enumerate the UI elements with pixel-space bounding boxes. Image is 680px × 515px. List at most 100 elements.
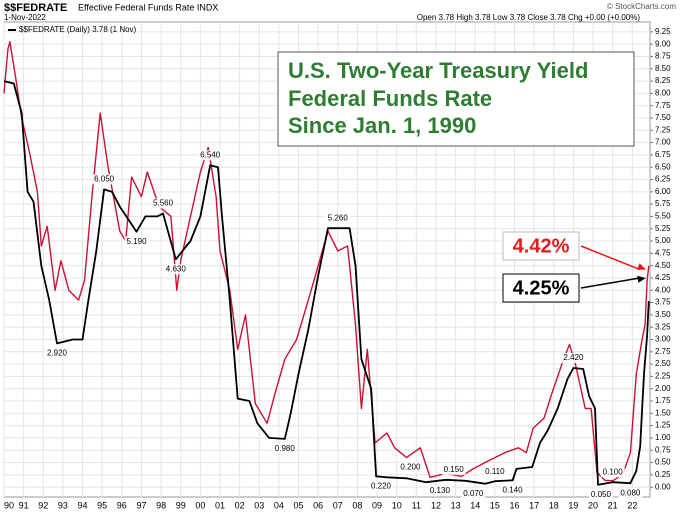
annotation-box — [151, 198, 176, 209]
x-tick-label: 08 — [352, 500, 362, 510]
annotation: 0.150 — [444, 465, 465, 474]
annotation: 0.070 — [463, 489, 484, 498]
annotation-box — [368, 481, 393, 492]
x-tick-label: 99 — [176, 500, 186, 510]
annotation: 2.920 — [47, 349, 68, 358]
date: 1-Nov-2022 — [4, 13, 46, 22]
y-tick-label: 5.50 — [655, 212, 671, 221]
y-tick-label: 6.75 — [655, 150, 671, 159]
y-tick-label: 5.00 — [655, 236, 671, 245]
x-tick-label: 04 — [274, 500, 284, 510]
annotation-box — [441, 464, 466, 475]
x-tick-label: 20 — [588, 500, 598, 510]
credit: © StockCharts.com — [607, 2, 676, 11]
annotation: 0.140 — [503, 485, 524, 494]
callout: 4.25% — [513, 277, 570, 299]
y-tick-label: 6.50 — [655, 162, 671, 171]
x-tick-label: 94 — [78, 500, 88, 510]
x-tick-label: 13 — [451, 500, 461, 510]
annotation: 4.630 — [166, 264, 187, 273]
annotation-box — [618, 488, 643, 499]
y-tick-label: 4.25 — [655, 273, 671, 282]
y-tick-label: 9.25 — [655, 27, 671, 36]
callout-box — [502, 273, 580, 303]
x-tick-label: 18 — [549, 500, 559, 510]
annotation: 0.200 — [400, 462, 421, 471]
annotation: 5.260 — [328, 213, 349, 222]
arrow-head — [637, 263, 646, 270]
y-tick-label: 1.50 — [655, 408, 671, 417]
x-tick-label: 17 — [529, 500, 539, 510]
y-tick-label: 9.00 — [655, 39, 671, 48]
annotation-box — [163, 264, 188, 275]
annotation-box — [45, 348, 70, 359]
y-tick-label: 4.00 — [655, 285, 671, 294]
x-tick-label: 16 — [510, 500, 520, 510]
y-tick-label: 1.75 — [655, 396, 671, 405]
y-tick-label: 3.00 — [655, 335, 671, 344]
annotation: 0.050 — [591, 490, 612, 499]
x-tick-label: 01 — [215, 500, 225, 510]
annotation-box — [561, 353, 586, 364]
title-box — [277, 51, 635, 147]
x-tick-label: 95 — [97, 500, 107, 510]
y-tick-label: 2.50 — [655, 359, 671, 368]
annotation-box — [398, 462, 423, 473]
annotation-box — [600, 467, 625, 478]
callout-arrow — [580, 277, 641, 289]
arrow-head — [637, 275, 646, 283]
y-tick-label: 7.00 — [655, 138, 671, 147]
annotation: 5.190 — [127, 237, 148, 246]
y-tick-label: 2.25 — [655, 372, 671, 381]
x-tick-label: 96 — [117, 500, 127, 510]
y-tick-label: 3.75 — [655, 298, 671, 307]
annotation-box — [427, 485, 452, 496]
annotation: 0.100 — [603, 467, 624, 476]
title-line: Since Jan. 1, 1990 — [288, 113, 476, 138]
y-tick-label: 0.75 — [655, 445, 671, 454]
y-tick-label: 3.50 — [655, 310, 671, 319]
x-tick-label: 21 — [608, 500, 618, 510]
y-tick-label: 2.75 — [655, 347, 671, 356]
x-tick-label: 91 — [19, 500, 29, 510]
symbol: $$FEDRATE — [4, 2, 67, 14]
annotation-box — [198, 150, 223, 161]
series-name: Effective Federal Funds Rate INDX — [78, 2, 218, 12]
annotation: 0.130 — [430, 486, 451, 495]
annotation: 5.560 — [153, 199, 174, 208]
title-line: Federal Funds Rate — [288, 86, 492, 111]
annotation-box — [272, 443, 297, 454]
x-tick-label: 00 — [195, 500, 205, 510]
y-tick-label: 8.00 — [655, 88, 671, 97]
y-tick-label: 7.25 — [655, 125, 671, 134]
annotation-box — [461, 488, 486, 499]
x-tick-label: 05 — [294, 500, 304, 510]
annotation: 6.540 — [200, 150, 221, 159]
x-tick-label: 14 — [470, 500, 480, 510]
y-tick-label: 1.25 — [655, 421, 671, 430]
x-tick-label: 90 — [4, 500, 14, 510]
annotation-box — [92, 174, 117, 185]
series-line — [3, 41, 650, 482]
y-tick-label: 2.00 — [655, 384, 671, 393]
y-tick-label: 3.25 — [655, 322, 671, 331]
annotation: 0.080 — [620, 488, 641, 497]
annotation-box — [325, 213, 350, 224]
legend-entry: $$FEDRATE (Daily) 3.78 (1 Nov) — [19, 25, 137, 34]
x-tick-label: 22 — [627, 500, 637, 510]
x-tick-label: 19 — [568, 500, 578, 510]
annotation: 6.050 — [94, 174, 115, 183]
annotation: 2.420 — [563, 353, 584, 362]
title-line: U.S. Two-Year Treasury Yield — [288, 58, 588, 83]
x-tick-label: 10 — [392, 500, 402, 510]
y-tick-label: 8.25 — [655, 76, 671, 85]
x-tick-label: 12 — [431, 500, 441, 510]
x-tick-label: 98 — [156, 500, 166, 510]
annotation: 0.220 — [371, 481, 392, 490]
x-tick-label: 09 — [372, 500, 382, 510]
annotation: 0.110 — [485, 467, 505, 476]
y-tick-label: 4.75 — [655, 248, 671, 257]
y-tick-label: 7.75 — [655, 101, 671, 110]
y-tick-label: 0.00 — [655, 482, 671, 491]
